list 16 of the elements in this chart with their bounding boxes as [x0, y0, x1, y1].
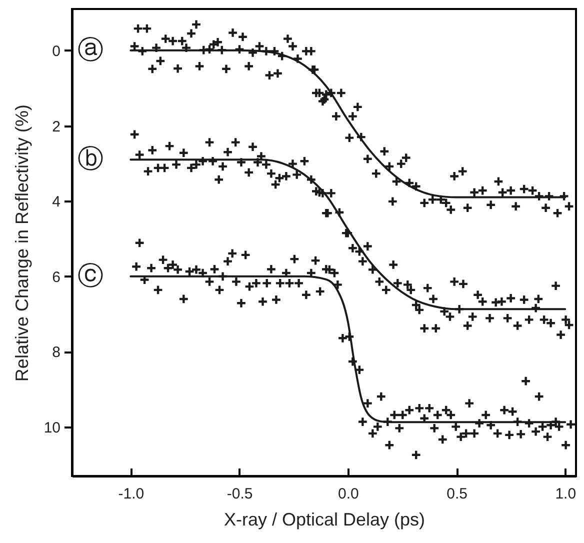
series-label: ⓑ [78, 144, 104, 175]
x-axis-title: X-ray / Optical Delay (ps) [224, 510, 426, 530]
series-label: ⓒ [78, 261, 104, 292]
x-tick-label: 1.0 [555, 486, 576, 502]
y-tick-label: 0 [52, 42, 60, 60]
y-tick-label: 10 [44, 420, 60, 437]
x-tick-label: 0.0 [338, 486, 359, 502]
x-tick-label: -1.0 [118, 486, 144, 502]
x-tick-label: -0.5 [226, 486, 253, 502]
y-tick-label: 4 [52, 194, 60, 211]
y-tick-label: 6 [52, 268, 60, 286]
series-label: ⓐ [78, 35, 104, 66]
y-tick-label: 2 [52, 118, 60, 136]
y-axis-title: Relative Change in Reflectivity (%) [12, 104, 32, 382]
x-tick-label: 0.5 [446, 486, 468, 502]
y-tick-label: 8 [52, 344, 60, 362]
